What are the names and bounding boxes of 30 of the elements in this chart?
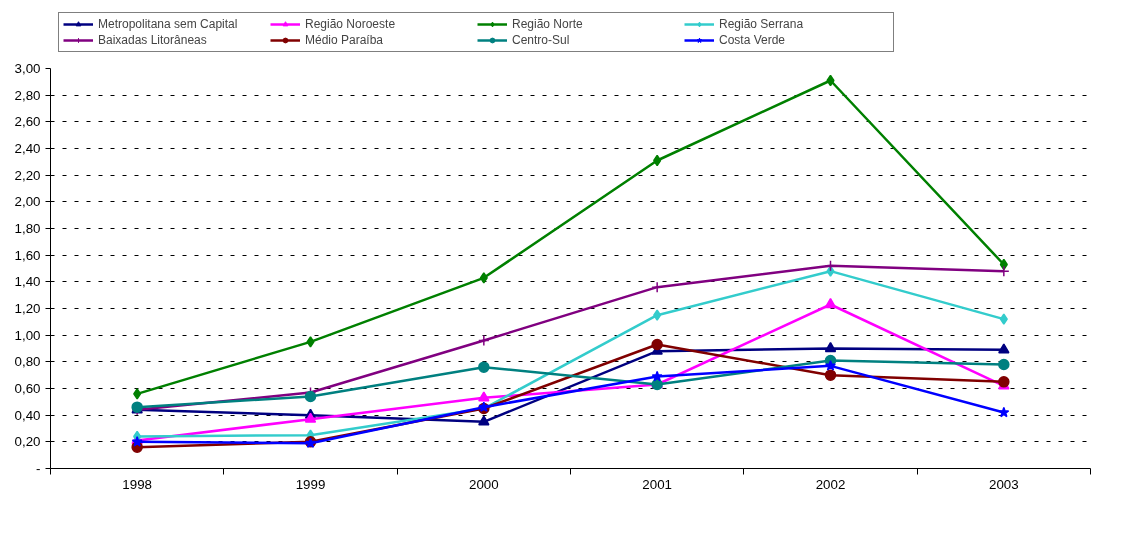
legend-label: Baixadas Litorâneas xyxy=(98,33,208,47)
x-tick-label: 2002 xyxy=(815,476,846,492)
y-tick-label: - xyxy=(36,461,41,476)
y-tick-label: 1,00 xyxy=(14,327,41,343)
x-tick-label: 1998 xyxy=(122,476,152,492)
y-tick-label: 0,40 xyxy=(14,407,41,423)
x-tick-label: 2003 xyxy=(989,476,1019,492)
y-tick-label: 2,00 xyxy=(14,194,41,210)
x-tick-label: 2001 xyxy=(642,476,672,492)
y-tick-label: 2,80 xyxy=(14,87,41,103)
legend-label: Costa Verde xyxy=(719,33,787,47)
y-tick-label: 0,60 xyxy=(14,381,41,396)
y-tick-label: 2,60 xyxy=(14,114,41,130)
x-tick-label: 1999 xyxy=(295,476,326,492)
y-tick-label: 2,20 xyxy=(14,167,41,183)
y-tick-label: 3,00 xyxy=(14,61,41,76)
legend-label: Metropolitana sem Capital xyxy=(98,17,239,31)
y-tick-label: 0,20 xyxy=(14,434,41,450)
x-tick-label: 2000 xyxy=(469,476,499,492)
y-tick-label: 1,20 xyxy=(14,301,41,316)
y-tick-label: 1,80 xyxy=(14,221,41,236)
legend-label: Médio Paraíba xyxy=(305,33,385,47)
legend-label: Região Norte xyxy=(512,17,584,31)
legend-label: Região Noroeste xyxy=(305,17,397,31)
legend-label: Centro-Sul xyxy=(512,33,571,47)
y-tick-label: 0,80 xyxy=(14,354,41,370)
legend-label: Região Serrana xyxy=(719,17,805,31)
y-tick-label: 1,60 xyxy=(14,247,41,263)
y-tick-label: 2,40 xyxy=(14,141,41,156)
y-tick-label: 1,40 xyxy=(14,274,41,290)
